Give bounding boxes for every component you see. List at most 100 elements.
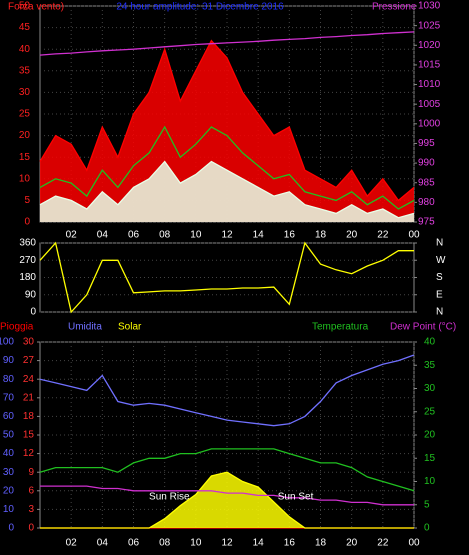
y3-tick-label: 9 (28, 467, 34, 478)
y2-tick-label: 0 (424, 523, 430, 534)
x-tick-label: 06 (128, 230, 140, 241)
y-tick-label: 80 (3, 374, 15, 385)
x-tick-label: 14 (253, 538, 265, 549)
y-tick-label: 90 (3, 355, 15, 366)
y2-tick-label: 35 (424, 360, 436, 371)
x-tick-label: 22 (377, 538, 389, 549)
y-tick-label: 50 (3, 430, 15, 441)
y-tick-label: 30 (19, 87, 31, 98)
y2-tick-label: 995 (418, 138, 435, 149)
x-tick-label: 04 (97, 230, 109, 241)
y-axis-title: Forza vento) (8, 2, 64, 13)
legend-label: Pressione (372, 2, 417, 13)
x-tick-label: 18 (315, 230, 327, 241)
y-tick-label: 20 (3, 485, 15, 496)
y2-tick-label: 1010 (418, 79, 441, 90)
area-fill (40, 161, 414, 222)
x-tick-label: 18 (315, 538, 327, 549)
y2-tick-label: 15 (424, 453, 436, 464)
y3-tick-label: 18 (23, 411, 35, 422)
x-tick-label: 08 (159, 230, 171, 241)
x-tick-label: 20 (346, 538, 358, 549)
y2-tick-label: 1030 (418, 1, 441, 12)
y2-tick-label: 980 (418, 197, 435, 208)
series-line (39, 31, 415, 56)
x-tick-label: 22 (377, 230, 389, 241)
area-fill (40, 472, 414, 528)
y2-tick-label: E (436, 289, 443, 300)
y-tick-label: 40 (19, 44, 31, 55)
annotation: Sun Set (278, 492, 314, 503)
series-line (39, 160, 415, 219)
y2-tick-label: 985 (418, 177, 435, 188)
series-line (39, 354, 415, 427)
legend-label: Solar (118, 322, 142, 333)
y-tick-label: 270 (19, 255, 36, 266)
y-tick-label: 180 (19, 272, 36, 283)
y2-tick-label: N (436, 307, 443, 318)
y2-tick-label: 30 (424, 383, 436, 394)
series-line (39, 39, 415, 202)
y3-tick-label: 3 (28, 504, 34, 515)
y2-tick-label: 20 (424, 430, 436, 441)
x-tick-label: 00 (408, 230, 420, 241)
x-tick-label: 14 (253, 230, 265, 241)
x-tick-label: 08 (159, 538, 171, 549)
y2-tick-label: 1005 (418, 99, 441, 110)
x-tick-label: 20 (346, 230, 358, 241)
y3-tick-label: 21 (23, 392, 35, 403)
y2-tick-label: 40 (424, 337, 436, 348)
y-tick-label: 30 (3, 467, 15, 478)
y-tick-label: 40 (3, 448, 15, 459)
y2-tick-label: W (436, 255, 446, 266)
series-line (39, 125, 415, 210)
legend-label: Temperatura (312, 322, 369, 333)
x-tick-label: 02 (66, 538, 78, 549)
y3-tick-label: 0 (28, 523, 34, 534)
y-tick-label: 10 (3, 504, 15, 515)
y-tick-label: 45 (19, 22, 31, 33)
y-tick-label: 60 (3, 411, 15, 422)
y2-tick-label: 1000 (418, 118, 441, 129)
x-tick-label: 16 (284, 230, 296, 241)
x-tick-label: 16 (284, 538, 296, 549)
y3-tick-label: 24 (23, 374, 35, 385)
x-tick-label: 10 (190, 538, 202, 549)
y2-tick-label: 1020 (418, 40, 441, 51)
series-line (40, 471, 414, 529)
y2-tick-label: 10 (424, 476, 436, 487)
y2-tick-label: 1025 (418, 20, 441, 31)
x-tick-label: 12 (221, 230, 233, 241)
x-tick-label: 04 (97, 538, 109, 549)
y2-tick-label: 1015 (418, 60, 441, 71)
legend-label: Pioggia (0, 322, 34, 333)
y2-tick-label: 25 (424, 406, 436, 417)
series-line (39, 241, 414, 314)
y3-tick-label: 15 (23, 430, 35, 441)
x-tick-label: 12 (221, 538, 233, 549)
chart-title: 24 hour amplitude: 31 Dicembre 2016 (116, 2, 284, 13)
y-tick-label: 35 (19, 65, 31, 76)
y3-tick-label: 6 (28, 485, 34, 496)
series-line (39, 448, 415, 492)
y-tick-label: 50 (19, 1, 31, 12)
y3-tick-label: 27 (23, 355, 35, 366)
y-tick-label: 15 (19, 152, 31, 163)
annotation: Sun Rise (149, 492, 190, 503)
series-line (40, 485, 414, 506)
x-tick-label: 10 (190, 230, 202, 241)
x-tick-label: 00 (408, 538, 420, 549)
y-tick-label: 360 (19, 238, 36, 249)
y2-tick-label: N (436, 238, 443, 249)
y-tick-label: 0 (30, 307, 36, 318)
y-tick-label: 100 (0, 337, 14, 348)
x-tick-label: 06 (128, 538, 140, 549)
legend-label: Dew Point (°C) (390, 322, 456, 333)
legend-label: Umidita (68, 322, 102, 333)
y-tick-label: 10 (19, 173, 31, 184)
x-tick-label: 02 (66, 230, 78, 241)
y-tick-label: 5 (24, 195, 30, 206)
y2-tick-label: 5 (424, 499, 430, 510)
y2-tick-label: S (436, 272, 443, 283)
